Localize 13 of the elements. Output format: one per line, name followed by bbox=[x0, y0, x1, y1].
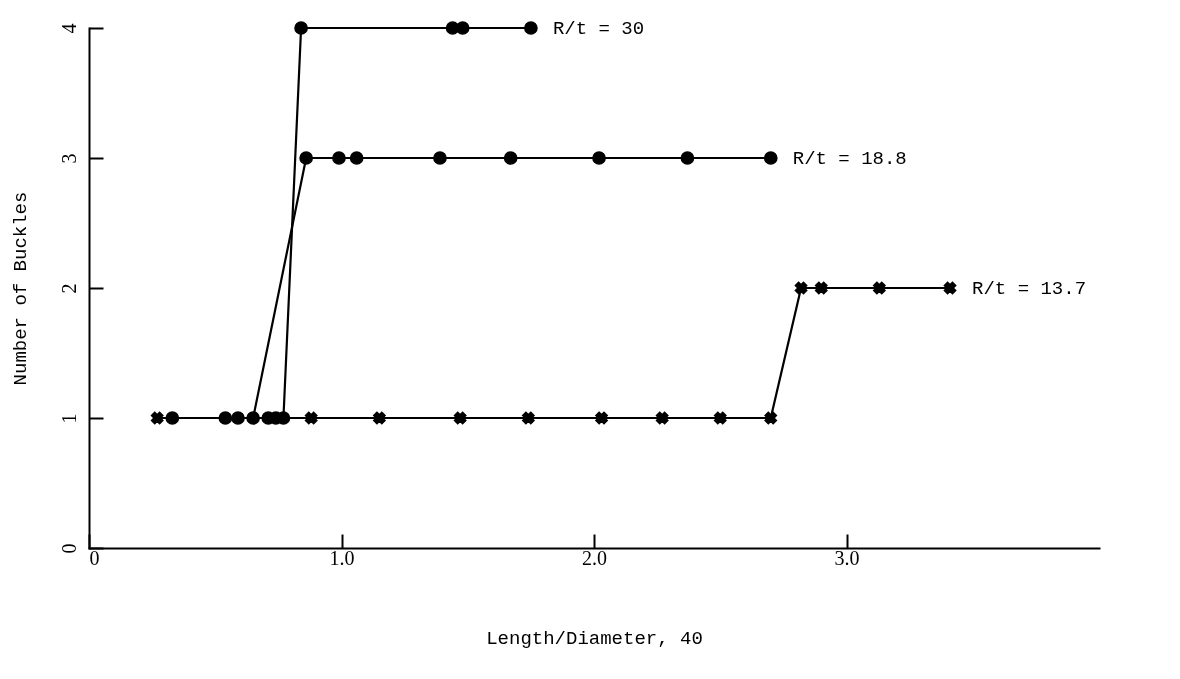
y-tick-label: 2 bbox=[57, 283, 80, 294]
x-tick-label: 3.0 bbox=[834, 546, 860, 569]
y-tick-label: 1 bbox=[57, 413, 80, 424]
x-axis-title: Length/Diameter, 40 bbox=[486, 627, 703, 650]
series-label: R/t = 18.8 bbox=[792, 148, 907, 170]
y-tick-label: 3 bbox=[57, 153, 80, 164]
series-label: R/t = 30 bbox=[552, 18, 645, 40]
x-tick-label: 0 bbox=[89, 546, 100, 569]
y-axis-title: Number of Buckles bbox=[9, 191, 32, 386]
y-tick-label: 4 bbox=[57, 23, 80, 34]
series-label: R/t = 13.7 bbox=[972, 278, 1087, 300]
x-tick-label: 2.0 bbox=[582, 546, 607, 569]
x-tick-label: 1.0 bbox=[329, 546, 355, 569]
